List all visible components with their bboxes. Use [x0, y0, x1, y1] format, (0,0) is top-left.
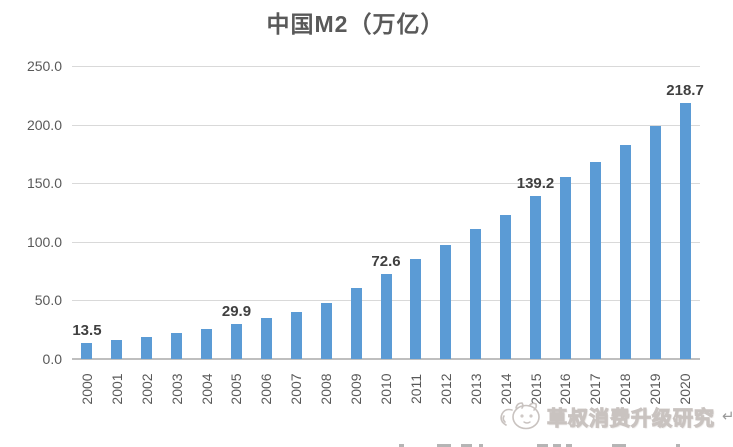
y-tick-label: 100.0 [26, 233, 62, 250]
x-tick-label: 2007 [288, 373, 305, 405]
data-label: 29.9 [221, 302, 252, 320]
bar [589, 162, 601, 359]
x-tick-label: 2009 [348, 373, 365, 405]
bar [350, 287, 362, 359]
x-tick-label: 2008 [318, 373, 335, 405]
bar [410, 259, 422, 359]
bar [500, 215, 512, 359]
bar [260, 318, 272, 359]
bar [81, 343, 93, 359]
bar [530, 195, 542, 359]
x-tick-label: 2004 [198, 373, 215, 405]
gridline [72, 124, 700, 126]
bar [201, 329, 213, 359]
bar [171, 333, 183, 359]
watermark: 草叔消费升级研究 ↵ [496, 395, 733, 437]
bar [559, 177, 571, 359]
bar [290, 311, 302, 359]
x-tick-label: 2001 [108, 373, 125, 405]
bar [111, 340, 123, 359]
x-tick-label: 2000 [78, 373, 95, 405]
x-tick-label: 2006 [258, 373, 275, 405]
bar [320, 303, 332, 359]
bar [440, 244, 452, 359]
y-tick-label: 250.0 [26, 58, 62, 74]
gridline [72, 241, 700, 243]
x-tick-label: 2002 [138, 373, 155, 405]
gridline [72, 183, 700, 185]
bar [649, 126, 661, 359]
bar [141, 337, 153, 359]
x-tick-label: 2013 [467, 373, 484, 405]
y-tick-label: 150.0 [26, 175, 62, 192]
bar [679, 102, 691, 359]
x-tick-label: 2011 [407, 373, 424, 405]
x-tick-label: 2012 [437, 373, 454, 405]
bar [230, 323, 242, 359]
x-axis-line [72, 358, 700, 360]
gridline [72, 66, 700, 67]
plot-area [72, 66, 700, 360]
data-label: 218.7 [666, 81, 704, 99]
x-tick-label: 2005 [228, 373, 245, 405]
bar [619, 144, 631, 359]
mascot-logo-icon [500, 402, 540, 430]
data-label: 72.6 [371, 252, 401, 270]
bar [470, 229, 482, 359]
bar [380, 273, 392, 359]
chart-title: 中国M2（万亿） [266, 11, 445, 37]
x-tick-label: 2010 [378, 373, 394, 405]
y-tick-label: 200.0 [26, 116, 62, 133]
y-tick-label: 50.0 [34, 292, 62, 309]
x-tick-label: 2003 [168, 373, 185, 405]
watermark-text: 草叔消费升级研究 [546, 407, 715, 430]
data-label: 139.2 [516, 174, 555, 192]
data-label: 13.5 [72, 322, 102, 340]
return-mark-icon: ↵ [722, 408, 733, 425]
y-tick-label: 0.0 [42, 351, 62, 367]
